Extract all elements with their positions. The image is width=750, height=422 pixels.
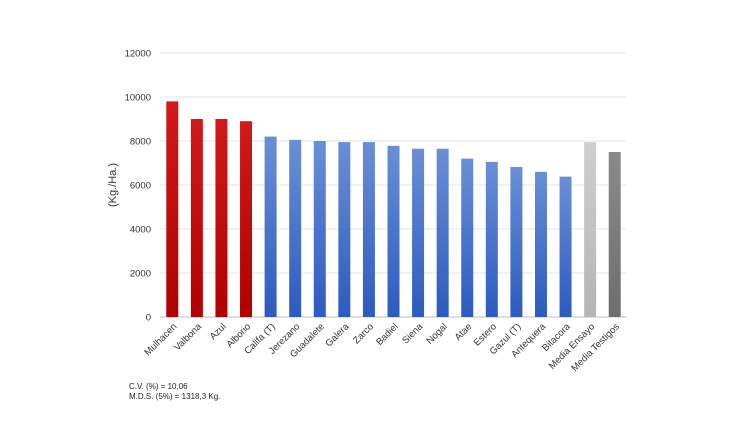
y-tick-label: 4000	[130, 225, 151, 236]
bar	[461, 158, 474, 317]
cv-note: C.V. (%) = 10,06	[129, 382, 188, 391]
x-tick-label: Badiel	[374, 321, 400, 347]
y-tick-label: 2000	[130, 269, 151, 280]
mds-note: M.D.S. (5%) = 1318,3 Kg.	[129, 392, 221, 401]
bar	[387, 145, 400, 317]
x-tick-label: Nogal	[424, 321, 449, 346]
bar	[190, 119, 203, 317]
y-tick-label: 12000	[125, 49, 151, 60]
bar	[485, 161, 498, 317]
bar	[240, 121, 253, 317]
x-tick-label: Galera	[324, 321, 352, 349]
bar	[313, 141, 326, 317]
bar	[362, 142, 375, 317]
bar	[534, 171, 547, 317]
bar	[412, 148, 425, 317]
x-tick-label: Mulhacen	[142, 321, 179, 358]
bar	[559, 176, 572, 317]
y-tick-label: 10000	[125, 93, 151, 104]
bar	[166, 101, 179, 318]
y-tick-label: 0	[146, 313, 151, 324]
x-tick-label: Atae	[453, 321, 475, 343]
bar	[510, 166, 523, 317]
y-axis-title: (Kg./Ha.)	[107, 163, 119, 207]
bar	[608, 152, 621, 317]
bars	[166, 101, 621, 318]
bar	[584, 142, 597, 317]
x-tick-label: Siena	[400, 321, 425, 346]
x-tick-label: Zarco	[351, 321, 376, 346]
x-tick-label: Azul	[208, 321, 229, 342]
bar	[436, 148, 449, 317]
y-tick-label: 8000	[130, 137, 151, 148]
bar	[215, 119, 228, 317]
x-tick-label: Valbona	[172, 321, 204, 353]
y-tick-label: 6000	[130, 181, 151, 192]
bar	[264, 136, 277, 317]
bar	[289, 139, 302, 317]
y-axis-ticks: 0 2000 4000 6000 8000 10000 12000	[125, 49, 151, 324]
bar	[338, 142, 351, 317]
